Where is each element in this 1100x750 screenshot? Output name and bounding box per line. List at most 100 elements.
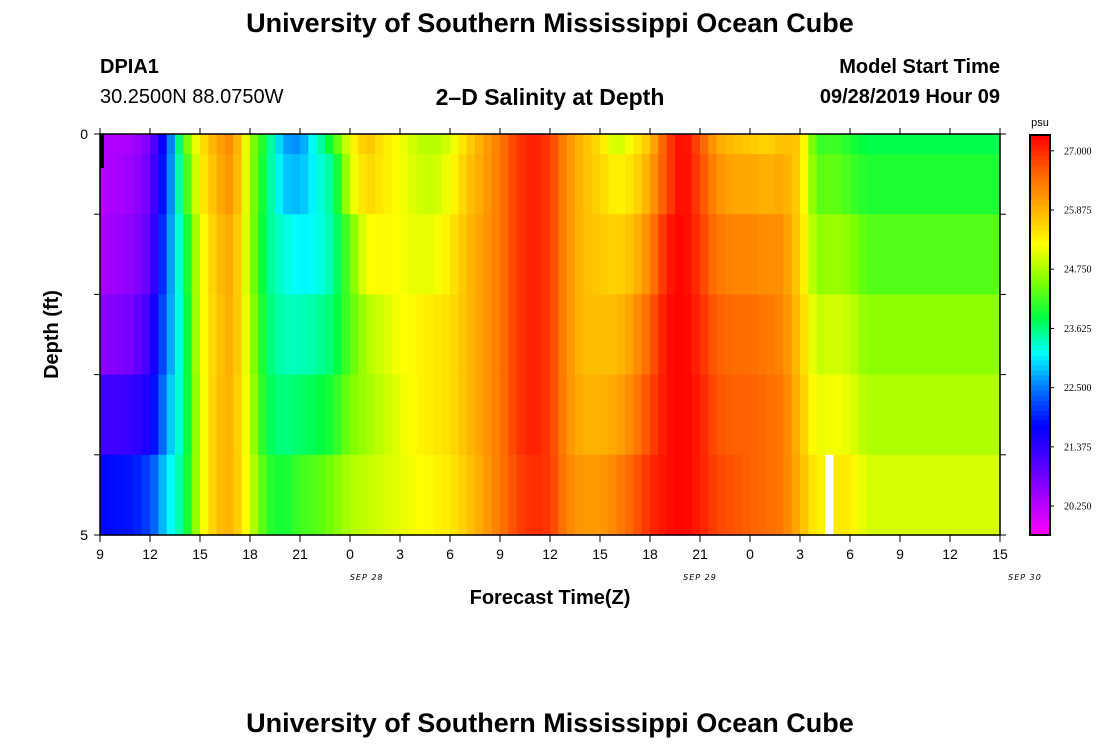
heatmap-cell — [366, 134, 376, 155]
heatmap-cell — [575, 154, 584, 215]
colorbar-segment — [1030, 365, 1050, 371]
heatmap-cell — [783, 454, 793, 536]
heatmap-cell — [450, 454, 459, 536]
heatmap-cell — [383, 214, 393, 295]
colorbar-segment — [1030, 325, 1050, 331]
heatmap-cell — [808, 154, 818, 215]
missing-data-cell — [825, 454, 834, 535]
heatmap-cell — [833, 134, 843, 155]
heatmap-cell — [325, 294, 334, 376]
heatmap-cell — [525, 154, 534, 215]
heatmap-cell — [691, 154, 701, 215]
heatmap-cell — [700, 294, 709, 376]
heatmap-cell — [441, 214, 451, 295]
heatmap-cell — [441, 454, 451, 536]
heatmap-cell — [600, 454, 609, 536]
colorbar-segment — [1030, 520, 1050, 526]
colorbar-segment — [1030, 475, 1050, 481]
heatmap-cell — [658, 134, 668, 155]
heatmap-cell — [941, 154, 951, 215]
heatmap-cell — [625, 454, 634, 536]
x-tick-label: 12 — [542, 546, 558, 562]
heatmap-cell — [416, 454, 426, 536]
heatmap-cell — [158, 454, 168, 536]
x-tick-label: 18 — [242, 546, 258, 562]
heatmap-cell — [891, 294, 901, 376]
heatmap-cell — [108, 294, 118, 376]
heatmap-cell — [550, 154, 559, 215]
heatmap-cell — [950, 374, 959, 456]
station-coordinates: 30.2500N 88.0750W — [100, 86, 284, 108]
colorbar-tick-label: 27.000 — [1064, 146, 1092, 157]
heatmap-cell — [483, 214, 493, 295]
heatmap-cell — [366, 294, 376, 376]
heatmap-cell — [950, 294, 959, 376]
heatmap-cell — [491, 294, 501, 376]
heatmap-cell — [741, 294, 751, 376]
heatmap-cell — [425, 374, 434, 456]
heatmap-cell — [350, 454, 359, 536]
heatmap-cell — [258, 154, 268, 215]
heatmap-cell — [300, 154, 309, 215]
x-tick-label: 3 — [396, 546, 404, 562]
colorbar-segment — [1030, 155, 1050, 161]
heatmap-cell — [616, 214, 626, 295]
heatmap-cell — [341, 134, 351, 155]
heatmap-cell — [283, 374, 293, 456]
x-tick-label: 15 — [192, 546, 208, 562]
heatmap-cell — [691, 454, 701, 536]
x-tick-label: 0 — [746, 546, 754, 562]
x-tick-label: 6 — [446, 546, 454, 562]
heatmap-cell — [600, 154, 609, 215]
heatmap-cell — [816, 294, 826, 376]
heatmap-cell — [875, 134, 884, 155]
heatmap-cell — [775, 214, 784, 295]
colorbar-segment — [1030, 135, 1050, 141]
heatmap-cell — [141, 374, 151, 456]
colorbar-segment — [1030, 195, 1050, 201]
x-tick-label: 0 — [346, 546, 354, 562]
heatmap-cell — [333, 454, 343, 536]
heatmap-cell — [666, 374, 676, 456]
colorbar-segment — [1030, 510, 1050, 516]
heatmap-cell — [600, 214, 609, 295]
heatmap-cell — [641, 294, 651, 376]
heatmap-cell — [975, 214, 984, 295]
colorbar-segment — [1030, 340, 1050, 346]
heatmap-cell — [250, 134, 259, 155]
heatmap-cell — [925, 454, 934, 536]
colorbar-segment — [1030, 160, 1050, 166]
heatmap-cell — [433, 374, 443, 456]
heatmap-cell — [716, 214, 726, 295]
heatmap-cell — [991, 294, 1001, 376]
heatmap-cell — [858, 214, 868, 295]
colorbar-segment — [1030, 275, 1050, 281]
heatmap-cell — [425, 154, 434, 215]
heatmap-cell — [266, 154, 276, 215]
heatmap-cell — [550, 134, 559, 155]
heatmap-cell — [308, 154, 318, 215]
heatmap-cell — [558, 294, 568, 376]
heatmap-cell — [558, 154, 568, 215]
heatmap-cell — [650, 134, 659, 155]
heatmap-cell — [933, 294, 943, 376]
heatmap-cell — [900, 134, 909, 155]
heatmap-cell — [191, 154, 201, 215]
heatmap-cell — [941, 454, 951, 536]
heatmap-cell — [783, 374, 793, 456]
heatmap-cell — [166, 134, 176, 155]
heatmap-cell — [733, 374, 743, 456]
heatmap-cell — [633, 294, 643, 376]
heatmap-cell — [883, 214, 893, 295]
heatmap-cell — [808, 294, 818, 376]
colorbar-segment — [1030, 385, 1050, 391]
heatmap-cell — [666, 454, 676, 536]
heatmap-cell — [583, 214, 593, 295]
heatmap-cell — [525, 214, 534, 295]
colorbar-segment — [1030, 350, 1050, 356]
heatmap-cell — [683, 154, 693, 215]
colorbar-segment — [1030, 175, 1050, 181]
heatmap-cell — [741, 134, 751, 155]
heatmap-cell — [850, 154, 859, 215]
heatmap-cell — [641, 214, 651, 295]
